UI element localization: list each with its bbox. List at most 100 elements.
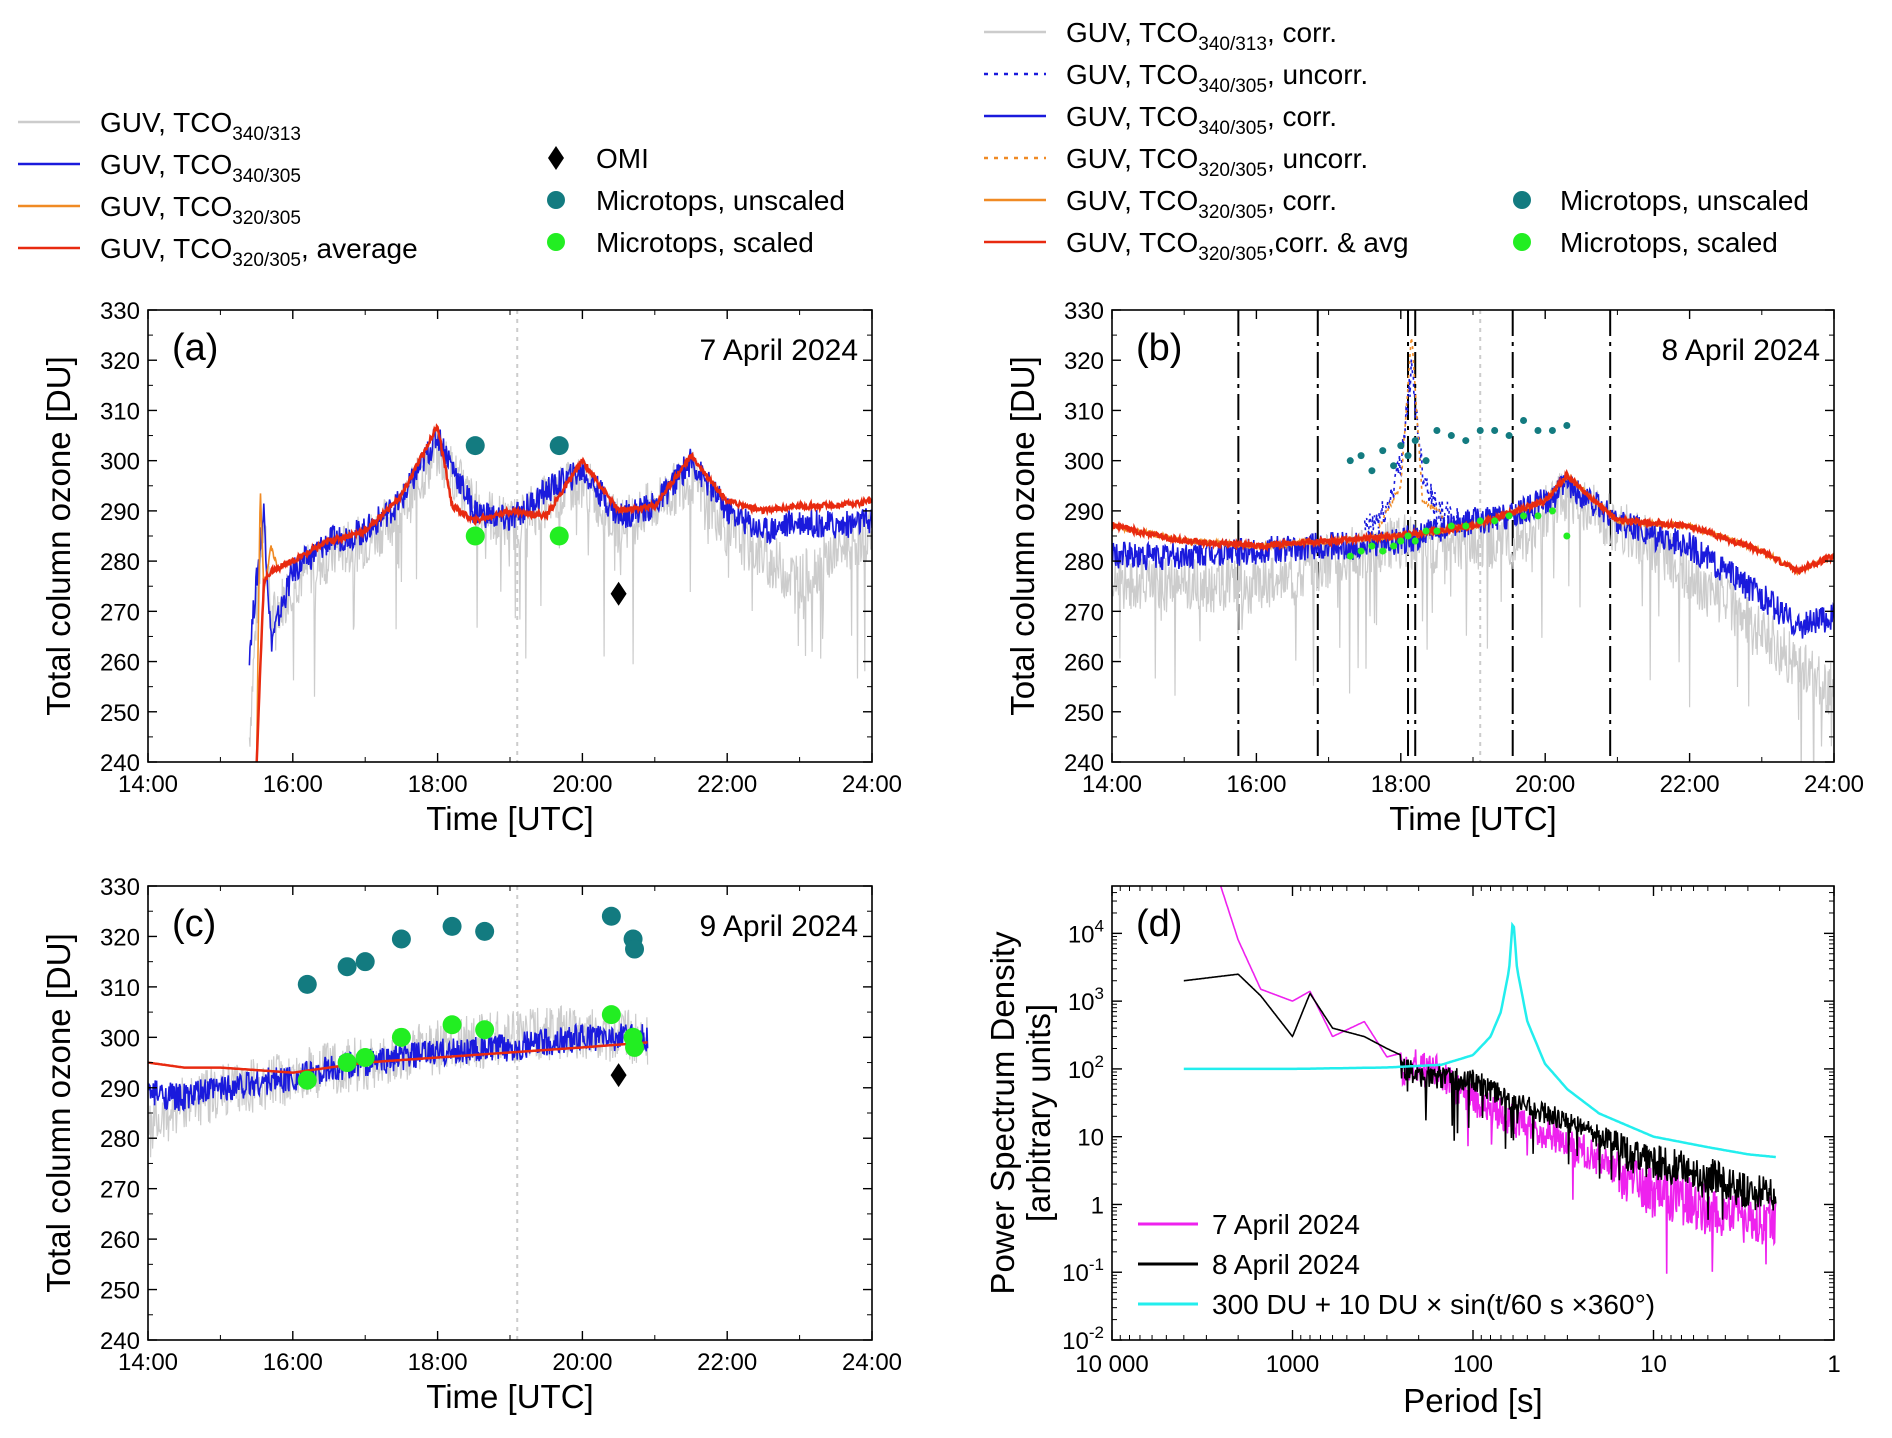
plot-area <box>148 886 649 1340</box>
y-tick-label: 10-1 <box>1062 1255 1104 1287</box>
y-tick-label: 103 <box>1068 984 1104 1016</box>
legend-label: GUV, TCO340/305 <box>100 149 301 187</box>
legend-label: GUV, TCO320/305,corr. & avg <box>1066 227 1409 265</box>
microtops-unscaled-point <box>1390 462 1398 470</box>
x-tick-label: 18:00 <box>408 1349 468 1376</box>
microtops-unscaled-point <box>549 436 569 456</box>
microtops-unscaled-point <box>1505 432 1513 440</box>
x-tick-label: 10 <box>1640 1351 1667 1378</box>
y-tick-label: 250 <box>1064 700 1104 727</box>
y-axis-title-units: [arbitrary units] <box>1020 1004 1057 1222</box>
y-tick-label: 260 <box>100 650 140 677</box>
microtops-scaled-point <box>1491 517 1499 525</box>
microtops-scaled-point <box>601 1005 621 1025</box>
legend-label: GUV, TCO340/313, corr. <box>1066 17 1337 55</box>
x-tick-label: 24:00 <box>1804 771 1864 798</box>
y-tick-label: 300 <box>100 1025 140 1052</box>
date-label: 8 April 2024 <box>1662 334 1820 367</box>
y-tick-label: 320 <box>100 348 140 375</box>
microtops-unscaled-point <box>1411 437 1419 445</box>
y-tick-label: 270 <box>1064 599 1104 626</box>
series-line <box>1363 359 1460 534</box>
microtops-scaled-point <box>625 1037 645 1057</box>
omi-point <box>610 581 627 606</box>
y-tick-label: 310 <box>1064 398 1104 425</box>
x-tick-label: 24:00 <box>842 1349 902 1376</box>
y-tick-label: 320 <box>1064 348 1104 375</box>
x-tick-label: 18:00 <box>1371 771 1431 798</box>
series-line <box>255 423 872 762</box>
legend-label: 7 April 2024 <box>1212 1209 1360 1240</box>
omi-point <box>610 1063 627 1088</box>
panel-b: 240 250 260 270 280 290 300 310 320 330 14:00 16:00… <box>1004 298 1864 837</box>
microtops-unscaled-point <box>1447 432 1455 440</box>
y-tick-label: 1 <box>1091 1192 1104 1219</box>
series-line <box>148 1041 648 1074</box>
psd-series-line <box>1183 921 1776 1159</box>
panel-a: 240 250 260 270 280 290 300 310 320 330 14:00 16:00… <box>40 298 902 837</box>
y-tick-label: 310 <box>100 975 140 1002</box>
y-tick-label: 290 <box>1064 499 1104 526</box>
y-tick-label: 320 <box>100 924 140 951</box>
panel-tag: (a) <box>172 327 218 369</box>
microtops-scaled-point <box>1563 532 1571 540</box>
microtops-unscaled-point <box>1476 427 1484 435</box>
microtops-scaled-point <box>1520 512 1528 520</box>
legend-label: GUV, TCO320/305 <box>100 191 301 229</box>
date-label: 9 April 2024 <box>700 910 858 943</box>
microtops-unscaled-point <box>1404 452 1412 460</box>
x-tick-label: 14:00 <box>1082 771 1142 798</box>
panel-tag: (c) <box>172 903 216 945</box>
y-tick-label: 300 <box>1064 449 1104 476</box>
legend-label: 8 April 2024 <box>1212 1249 1360 1280</box>
legend-label: GUV, TCO320/305, uncorr. <box>1066 143 1368 181</box>
microtops-unscaled-point <box>1433 427 1441 435</box>
x-tick-label: 22:00 <box>697 771 757 798</box>
microtops-scaled-point <box>391 1027 411 1047</box>
y-tick-label: 104 <box>1068 916 1104 948</box>
series-line <box>248 426 872 747</box>
x-axis-title: Period [s] <box>1403 1382 1542 1419</box>
microtops-scaled-point <box>1534 512 1542 520</box>
legend-dot <box>1513 233 1531 251</box>
y-tick-label: 102 <box>1068 1052 1104 1084</box>
x-tick-label: 20:00 <box>552 771 612 798</box>
y-tick-label: 260 <box>1064 650 1104 677</box>
legend-label: GUV, TCO340/305, uncorr. <box>1066 59 1368 97</box>
x-tick-label: 14:00 <box>118 1349 178 1376</box>
x-tick-label: 20:00 <box>1515 771 1575 798</box>
y-tick-label: 250 <box>100 700 140 727</box>
microtops-scaled-point <box>442 1015 462 1035</box>
microtops-scaled-point <box>1447 522 1455 530</box>
legend-label: GUV, TCO320/305, corr. <box>1066 185 1337 223</box>
panel-tag: (d) <box>1136 903 1182 945</box>
legend-left: GUV, TCO340/313 GUV, TCO340/305 GUV, TCO32… <box>18 107 418 271</box>
microtops-unscaled-point <box>1368 467 1376 475</box>
microtops-scaled-point <box>337 1053 357 1073</box>
microtops-scaled-point <box>1357 547 1365 555</box>
psd-series-line <box>1183 973 1777 1220</box>
microtops-scaled-point <box>475 1020 495 1040</box>
microtops-unscaled-point <box>465 436 485 456</box>
y-tick-label: 330 <box>100 298 140 325</box>
microtops-unscaled-point <box>1397 442 1405 450</box>
date-label: 7 April 2024 <box>700 334 858 367</box>
microtops-scaled-point <box>1548 507 1556 515</box>
x-tick-label: 20:00 <box>552 1349 612 1376</box>
x-tick-label: 18:00 <box>408 771 468 798</box>
y-tick-label: 330 <box>100 874 140 901</box>
microtops-unscaled-point <box>337 957 357 977</box>
series-line <box>1378 337 1445 529</box>
microtops-unscaled-point <box>297 974 317 994</box>
y-axis-title: Power Spectrum Density <box>984 931 1021 1295</box>
x-tick-label: 16:00 <box>263 771 323 798</box>
y-tick-label: 300 <box>100 449 140 476</box>
series-line <box>255 493 280 762</box>
x-tick-label: 16:00 <box>263 1349 323 1376</box>
x-tick-label: 100 <box>1453 1351 1493 1378</box>
x-tick-label: 16:00 <box>1226 771 1286 798</box>
series-line <box>1112 468 1834 576</box>
x-tick-label: 22:00 <box>697 1349 757 1376</box>
panel-c: 240 250 260 270 280 290 300 310 320 330 14:00 16:00… <box>40 874 902 1415</box>
